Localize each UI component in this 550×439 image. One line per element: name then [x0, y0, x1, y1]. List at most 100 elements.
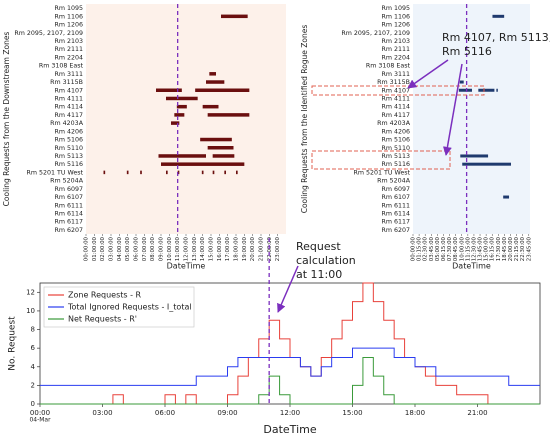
x-tick-label: 15:00:00: [209, 236, 215, 261]
interval-bar: [140, 170, 142, 175]
y-tick-label: Rm 1206: [54, 22, 83, 29]
y-tick-label: Rm 4107: [381, 87, 410, 94]
x-tick-label: 03:00: [92, 409, 112, 417]
x-tick-label: 11:00:00: [175, 236, 181, 261]
annotation: Rm 5116: [442, 45, 492, 58]
interval-bar: [206, 80, 225, 84]
y-tick-label: Rm 5106: [381, 137, 410, 144]
y-tick-label: Rm 4117: [381, 112, 410, 119]
y-tick-label: Rm 4206: [381, 128, 410, 135]
x-tick-label: 17:00:00: [225, 236, 231, 261]
annotation: calculation: [296, 254, 356, 267]
y-tick-label: Rm 1106: [54, 13, 83, 20]
y-axis-title: No. Request: [8, 316, 18, 371]
x-tick-label: 22:00:00: [267, 236, 273, 261]
x-tick-label: 21:00:00: [259, 236, 265, 261]
x-tick-label: 10:00:00: [459, 236, 465, 261]
annotation-arrow: [277, 265, 299, 313]
x-tick-label: 11:15:00: [465, 236, 471, 261]
y-tick-label: Rm 2095, 2107, 2109: [14, 30, 83, 37]
y-tick-label: 4: [31, 363, 36, 371]
y-tick-label: Rm 4203A: [50, 120, 84, 127]
x-axis-title: DateTime: [167, 262, 206, 271]
interval-bar: [496, 88, 498, 92]
plot-background: [413, 4, 530, 234]
y-tick-label: Rm 3115B: [377, 79, 410, 86]
x-tick-label: 21:15:00: [514, 236, 520, 261]
interval-bar: [126, 170, 129, 175]
highlight-box: [311, 150, 451, 170]
y-tick-label: Rm 4107: [54, 87, 83, 94]
y-tick-label: Rm 4111: [381, 95, 410, 102]
annotation-arrow: [407, 59, 449, 89]
y-axis-title: Cooling Requests from the Downstream Zon…: [2, 32, 11, 207]
x-tick-label: 17:30:00: [496, 236, 502, 261]
y-tick-label: Rm 4114: [54, 104, 83, 111]
x-tick-label: 00:00:00: [84, 236, 90, 261]
x-tick-label: 19:00:00: [242, 236, 248, 261]
interval-bar: [202, 104, 219, 109]
plot-background: [86, 4, 286, 234]
y-tick-label: Rm 2103: [54, 38, 83, 45]
x-tick-label: 04:00:00: [117, 236, 123, 261]
y-tick-label: 6: [31, 344, 36, 352]
x-tick-label: 14:00:00: [200, 236, 206, 261]
x-tick-label: 09:00:00: [159, 236, 165, 261]
y-tick-label: 12: [26, 288, 35, 296]
x-tick-label: 00:00:00: [411, 236, 417, 261]
y-tick-label: Rm 6117: [381, 219, 410, 226]
x-axis-title: DateTime: [452, 262, 491, 271]
y-tick-label: Rm 1106: [381, 13, 410, 20]
interval-bar: [158, 154, 206, 158]
x-axis-title: DateTime: [263, 423, 316, 436]
y-tick-label: Rm 1095: [381, 5, 410, 12]
y-tick-label: Rm 1095: [54, 5, 83, 12]
interval-bar: [200, 137, 232, 142]
interval-bar: [458, 88, 472, 92]
y-tick-label: Rm 4111: [54, 95, 83, 102]
y-tick-label: 0: [31, 400, 35, 408]
y-tick-label: Rm 2111: [381, 46, 410, 53]
x-tick-label: 16:15:00: [490, 236, 496, 261]
y-tick-label: Rm 6114: [381, 210, 410, 217]
x-tick-label: 22:30:00: [520, 236, 526, 261]
y-tick-label: Rm 6107: [54, 194, 83, 201]
y-tick-label: Rm 3111: [54, 71, 83, 78]
x-tick-label: 01:15:00: [417, 236, 423, 261]
x-tick-label: 05:00:00: [435, 236, 441, 261]
x-tick-label: 00:00: [30, 409, 50, 417]
legend-box: [43, 286, 195, 328]
y-tick-label: Rm 2204: [54, 54, 83, 61]
x-tick-label: 20:00:00: [508, 236, 514, 261]
x-tick-label: 20:00:00: [250, 236, 256, 261]
y-tick-label: Rm 5106: [54, 137, 83, 144]
highlight-box: [311, 85, 485, 96]
y-tick-label: 8: [31, 326, 35, 334]
x-tick-label: 07:00:00: [142, 236, 148, 261]
legend-label: Net Requests - R': [68, 315, 137, 324]
interval-bar: [212, 170, 215, 175]
x-date-label: 04-Mar: [29, 417, 51, 424]
y-tick-label: Rm 5201 TU West: [27, 169, 84, 176]
x-tick-label: 05:00:00: [125, 236, 131, 261]
interval-bar: [174, 113, 185, 117]
interval-bar: [161, 162, 245, 166]
y-tick-label: Rm 3108 East: [39, 63, 84, 70]
x-tick-label: 15:00:00: [484, 236, 490, 261]
interval-bar: [462, 162, 511, 166]
y-tick-label: Rm 3111: [381, 71, 410, 78]
x-tick-label: 02:30:00: [423, 236, 429, 261]
interval-bar: [176, 104, 187, 109]
y-tick-label: Rm 6111: [54, 202, 83, 209]
y-tick-label: Rm 2111: [54, 46, 83, 53]
y-tick-label: Rm 1206: [381, 22, 410, 29]
x-tick-label: 18:00:00: [234, 236, 240, 261]
x-tick-label: 10:00:00: [167, 236, 173, 261]
x-tick-label: 07:30:00: [447, 236, 453, 261]
x-tick-label: 12:30:00: [471, 236, 477, 261]
x-tick-label: 12:00: [280, 409, 300, 417]
interval-bar: [236, 170, 238, 175]
interval-bar: [201, 170, 204, 175]
x-tick-label: 08:45:00: [453, 236, 459, 261]
annotation: Request: [296, 240, 341, 253]
